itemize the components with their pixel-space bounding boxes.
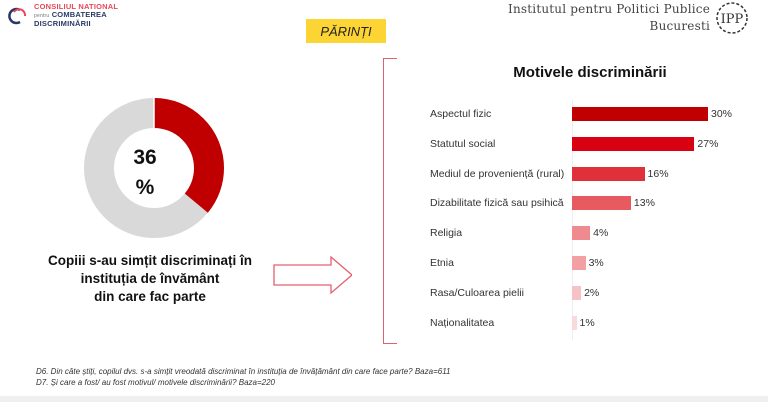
- caption-line-1: Copiii s-au simțit discriminați în: [47, 253, 253, 268]
- cncd-logo: CONSILIUL NATIONAL pentru COMBATEREA DIS…: [6, 3, 118, 28]
- bar: [572, 226, 591, 241]
- org-left-line3: DISCRIMINĂRII: [34, 19, 91, 28]
- bar: [572, 256, 586, 270]
- bar: [572, 285, 582, 300]
- org-left-small: pentru: [34, 13, 50, 19]
- bar-label: Rasa/Culoarea pielii: [430, 286, 524, 299]
- bar-row: Mediul de proveniență (rural) 16%: [430, 166, 669, 182]
- footnote-d6: D6. Din câte știți, copilul dvs. s-a sim…: [36, 367, 451, 376]
- donut-caption: Copiii s-au simțit discriminați în insti…: [30, 252, 270, 306]
- left-bracket-divider: [383, 58, 397, 344]
- audience-badge: PĂRINȚI: [306, 19, 386, 43]
- bar-row: Statutul social 27%: [430, 136, 718, 152]
- bar-label: Aspectul fizic: [430, 108, 492, 120]
- bar: [572, 315, 577, 330]
- bottom-strip: [0, 396, 768, 402]
- bar-chart-title: Motivele discriminării: [513, 64, 667, 81]
- footnotes: D6. Din câte știți, copilul dvs. s-a sim…: [36, 366, 451, 388]
- bar-row: Religia 4%: [430, 225, 608, 241]
- caption-line-3: din care fac parte: [94, 289, 206, 304]
- bar: [572, 136, 695, 151]
- caption-line-2: instituția de învământ: [80, 271, 220, 286]
- bar-label: Etnia: [430, 257, 454, 269]
- bar: [572, 107, 708, 121]
- bar-label: Naționalitatea: [430, 316, 495, 329]
- bar-row: Rasa/Culoarea pielii 2%: [430, 285, 599, 301]
- bar-row: Etnia 3%: [430, 255, 604, 271]
- bar-chart-axis: [572, 100, 573, 340]
- bar-row: Dizabilitate fizică sau psihică 13%: [430, 195, 655, 211]
- donut-value-unit: %: [135, 176, 155, 199]
- bar-value-label: 3%: [588, 257, 604, 269]
- bar-label: Statutul social: [430, 137, 496, 150]
- bar-value-label: 1%: [579, 316, 595, 329]
- bar-value-label: 30%: [711, 108, 733, 120]
- org-left-line1: CONSILIUL NATIONAL: [34, 2, 119, 11]
- footnote-d7: D7. Și care a fost/ au fost motivul/ mot…: [36, 378, 275, 387]
- bar-label: Religia: [430, 227, 463, 240]
- org-right-line2: Bucuresti: [649, 19, 710, 33]
- org-right-line1: Institutul pentru Politici Publice: [508, 2, 710, 16]
- bar-value-label: 16%: [647, 167, 669, 180]
- donut-value-number: 36: [133, 146, 157, 169]
- bar-row: Naționalitatea 1%: [430, 315, 595, 331]
- right-arrow-icon: [273, 255, 352, 295]
- org-left-line2: COMBATEREA: [51, 10, 107, 19]
- cncd-emblem-icon: [8, 7, 27, 24]
- bar-row: Aspectul fizic 30%: [430, 106, 732, 122]
- donut-value-label: 36 %: [120, 143, 170, 203]
- bar-value-label: 2%: [584, 286, 600, 299]
- bar-value-label: 13%: [633, 197, 655, 210]
- bar: [572, 196, 631, 211]
- donut-chart: [84, 98, 224, 238]
- ipp-emblem-icon: IPP: [716, 2, 748, 34]
- ipp-emblem-text: IPP: [721, 12, 744, 27]
- bar-value-label: 4%: [593, 227, 609, 240]
- bar-label: Mediul de proveniență (rural): [430, 167, 565, 180]
- bar: [572, 166, 645, 181]
- bar-value-label: 27%: [697, 137, 719, 150]
- ipp-logo: Institutul pentru Politici Publice Bucur…: [508, 0, 750, 36]
- bar-label: Dizabilitate fizică sau psihică: [430, 197, 564, 210]
